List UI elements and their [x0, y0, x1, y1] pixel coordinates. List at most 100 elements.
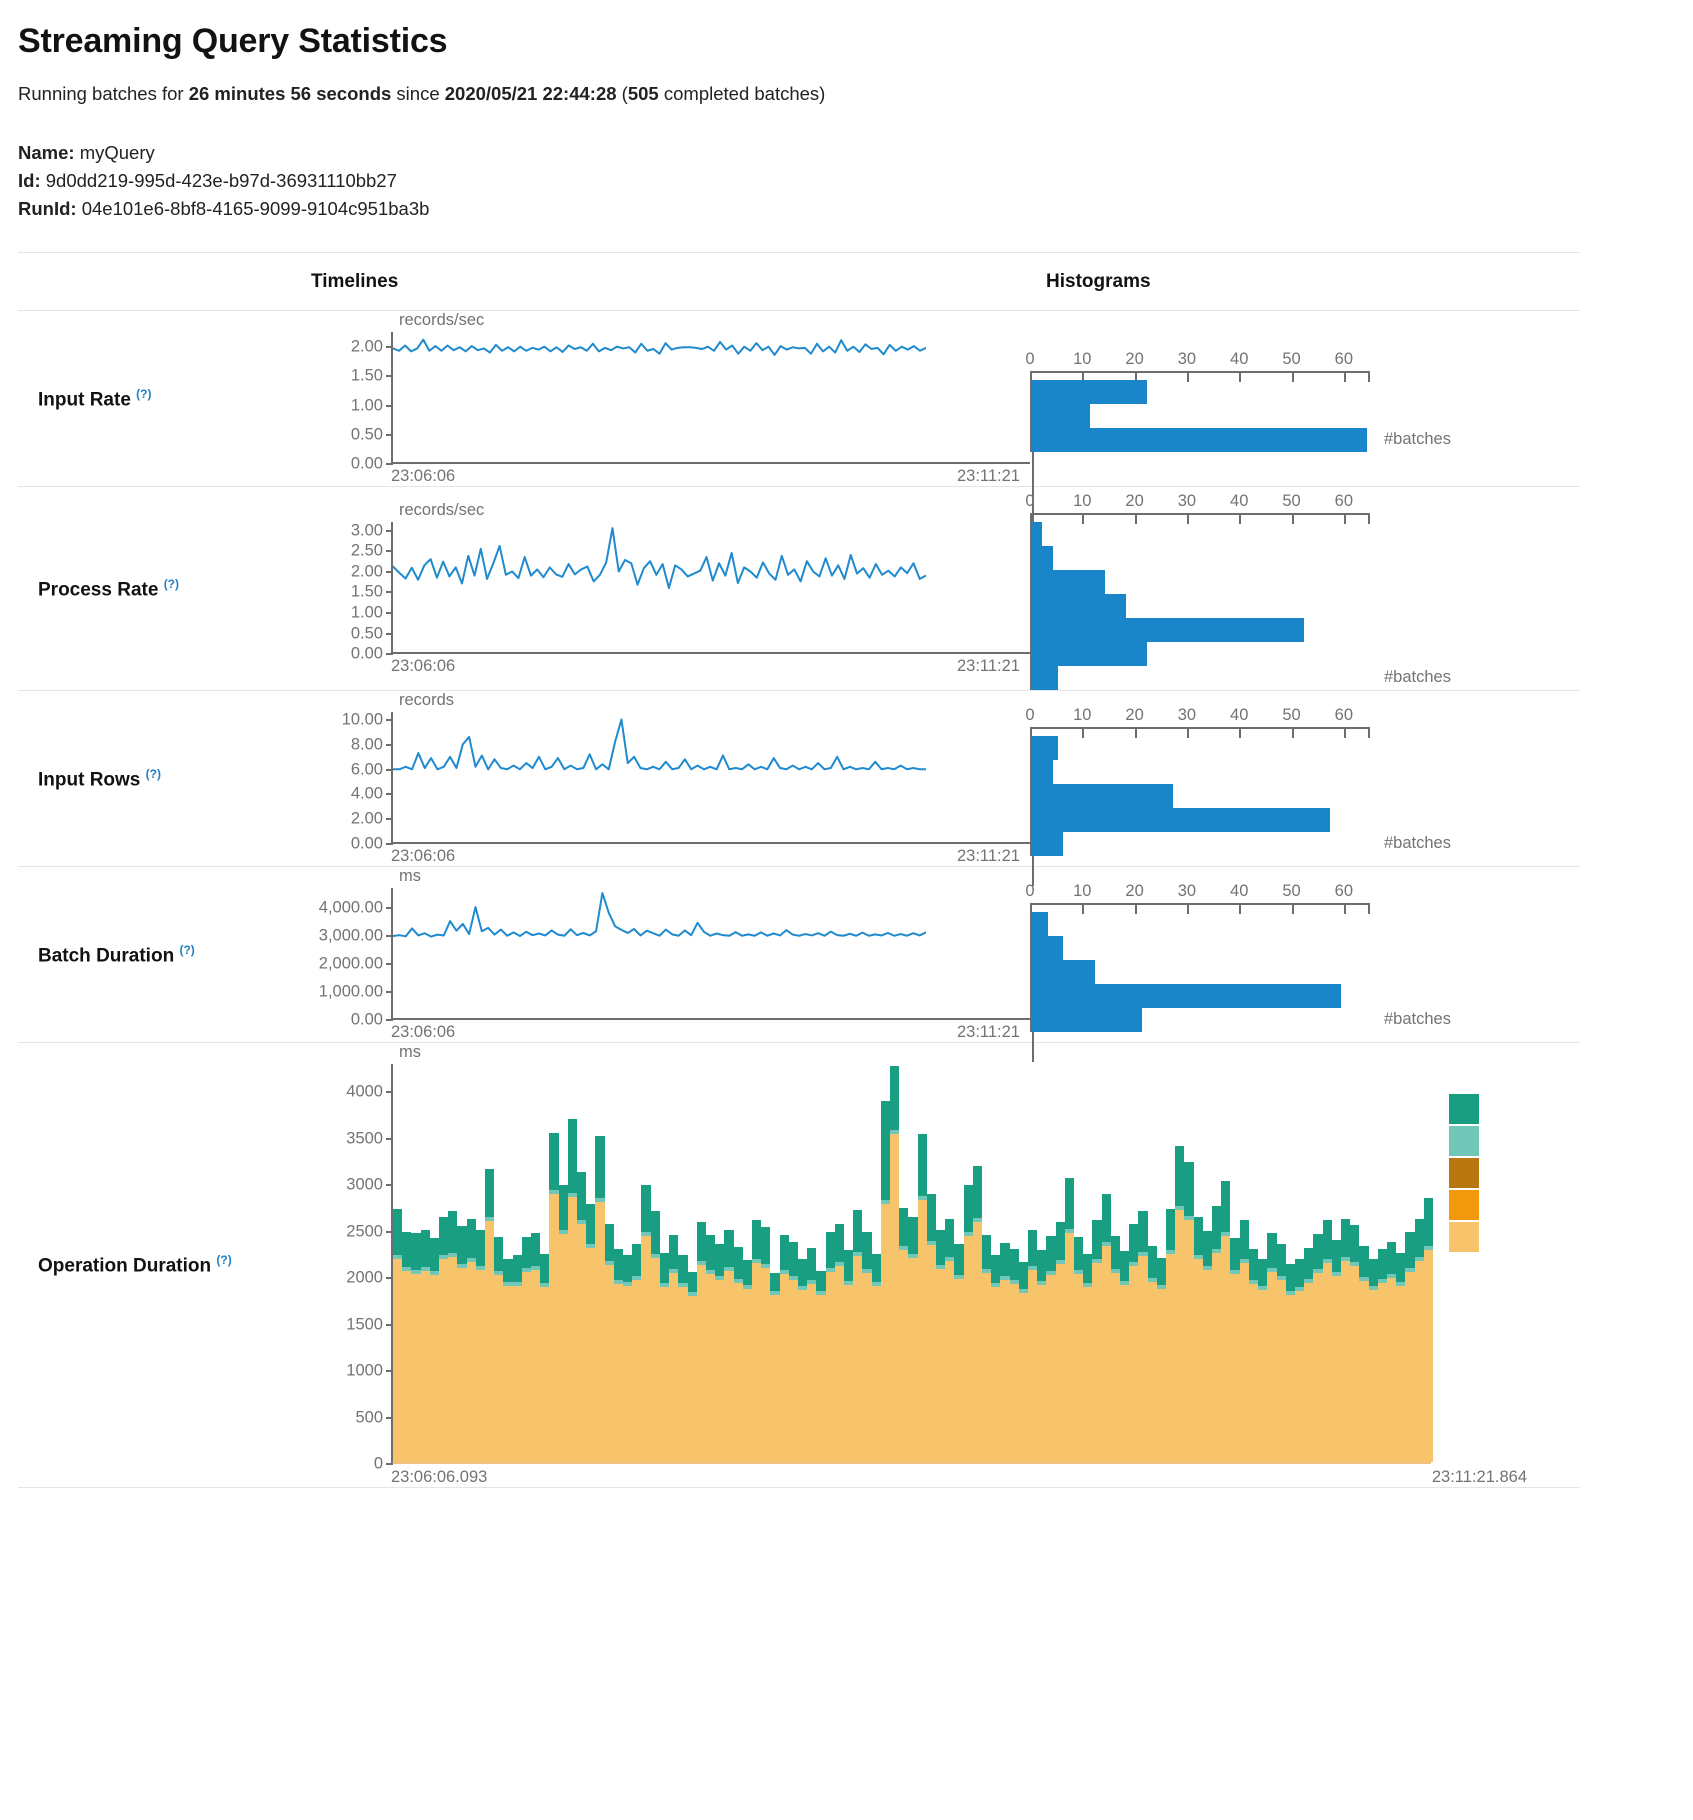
stacked-bar[interactable] [586, 1203, 596, 1463]
stacked-bar[interactable] [770, 1273, 780, 1463]
stacked-bar[interactable] [1055, 1222, 1065, 1463]
stacked-bar[interactable] [429, 1238, 440, 1463]
stacked-bar[interactable] [696, 1222, 706, 1463]
stacked-bar[interactable] [1294, 1258, 1305, 1463]
stacked-bar[interactable] [411, 1233, 421, 1463]
stacked-bar[interactable] [1350, 1225, 1360, 1463]
histogram-bar[interactable] [1032, 912, 1048, 937]
stacked-bar[interactable] [1046, 1236, 1056, 1463]
stacked-bar[interactable] [1386, 1241, 1397, 1463]
histogram-bar[interactable] [1032, 984, 1341, 1009]
help-tooltip-icon[interactable]: (?) [145, 766, 161, 781]
stacked-bar[interactable] [807, 1248, 817, 1463]
stacked-bar[interactable] [402, 1231, 412, 1463]
stacked-bar[interactable] [1110, 1236, 1121, 1463]
stacked-bar[interactable] [1000, 1242, 1010, 1463]
timeline-plot-area[interactable] [386, 332, 1030, 466]
stacked-bar[interactable] [669, 1235, 679, 1463]
stacked-bar[interactable] [540, 1253, 550, 1463]
stacked-bar[interactable] [751, 1220, 762, 1463]
stacked-bar[interactable] [1193, 1216, 1203, 1463]
stacked-bar[interactable] [889, 1065, 900, 1463]
stacked-bar[interactable] [1092, 1220, 1102, 1463]
histogram-bar[interactable] [1032, 1008, 1142, 1033]
stacked-bar[interactable] [1202, 1230, 1213, 1463]
stacked-bar[interactable] [1239, 1220, 1249, 1463]
histogram-bar[interactable] [1032, 960, 1095, 985]
histogram-bar[interactable] [1032, 618, 1304, 643]
stacked-bar[interactable] [1009, 1249, 1019, 1463]
stacked-bar[interactable] [1340, 1218, 1351, 1463]
stacked-bar[interactable] [1368, 1259, 1378, 1463]
stacked-bar[interactable] [558, 1185, 568, 1463]
stacked-bar[interactable] [512, 1254, 522, 1463]
legend-swatch[interactable] [1449, 1158, 1479, 1189]
stacked-bar[interactable] [1405, 1232, 1415, 1463]
histogram-bar[interactable] [1032, 936, 1064, 961]
stacked-bar[interactable] [1396, 1252, 1406, 1463]
stacked-bar[interactable] [1184, 1161, 1194, 1463]
stacked-bar[interactable] [1285, 1264, 1295, 1463]
histogram-bar[interactable] [1032, 570, 1106, 595]
help-tooltip-icon[interactable]: (?) [163, 576, 180, 591]
help-tooltip-icon[interactable]: (?) [179, 942, 195, 957]
histogram-bar[interactable] [1032, 594, 1127, 619]
help-tooltip-icon[interactable]: (?) [216, 1253, 232, 1268]
stacked-bar[interactable] [1221, 1181, 1231, 1463]
stacked-bar[interactable] [834, 1224, 844, 1463]
timeline-plot-area[interactable] [386, 522, 1030, 656]
help-tooltip-icon[interactable]: (?) [136, 386, 152, 401]
stacked-bar[interactable] [1129, 1224, 1139, 1463]
stacked-bar[interactable] [742, 1260, 752, 1463]
stacked-bar[interactable] [439, 1216, 449, 1463]
stacked-bar[interactable] [503, 1259, 513, 1463]
stacked-bar[interactable] [521, 1237, 532, 1463]
stacked-bar[interactable] [1304, 1248, 1314, 1463]
stacked-bar[interactable] [797, 1259, 808, 1463]
stacked-bar[interactable] [475, 1229, 486, 1463]
stacked-bar[interactable] [733, 1247, 743, 1463]
stacked-bar[interactable] [1377, 1249, 1387, 1463]
timeline-plot-area[interactable] [386, 712, 1030, 846]
histogram-bar[interactable] [1032, 404, 1090, 429]
stacked-bar[interactable] [1258, 1259, 1268, 1463]
stacked-bar[interactable] [420, 1229, 430, 1463]
stacked-bar[interactable] [485, 1169, 495, 1463]
stacked-bar[interactable] [1037, 1250, 1047, 1463]
stacked-bar[interactable] [705, 1235, 716, 1463]
stacked-bar[interactable] [853, 1210, 863, 1463]
stacked-bar[interactable] [1147, 1246, 1157, 1463]
stacked-bar[interactable] [715, 1243, 725, 1463]
stacked-bar[interactable] [779, 1235, 789, 1463]
stacked-bar[interactable] [917, 1133, 927, 1463]
stacked-bar[interactable] [1138, 1211, 1148, 1463]
stacked-bar[interactable] [926, 1194, 936, 1463]
stacked-bar[interactable] [963, 1185, 973, 1463]
stacked-bar[interactable] [604, 1224, 614, 1463]
histogram-bar[interactable] [1032, 784, 1174, 809]
stacked-bar[interactable] [1267, 1233, 1277, 1463]
histogram-bar[interactable] [1032, 666, 1059, 691]
stacked-bar[interactable] [1175, 1145, 1185, 1463]
stacked-bar[interactable] [577, 1172, 587, 1463]
histogram-bar[interactable] [1032, 808, 1331, 833]
stacked-bar[interactable] [623, 1254, 633, 1463]
legend-swatch[interactable] [1449, 1094, 1479, 1125]
stacked-bar[interactable] [1018, 1262, 1029, 1463]
histogram-bar[interactable] [1032, 546, 1053, 571]
stacked-bar[interactable] [862, 1232, 872, 1463]
stacked-bar[interactable] [991, 1254, 1001, 1463]
stacked-bar[interactable] [1230, 1238, 1240, 1463]
stacked-bar[interactable] [687, 1272, 697, 1463]
histogram-bar[interactable] [1032, 380, 1148, 405]
histogram-bar[interactable] [1032, 522, 1043, 547]
stacked-bar[interactable] [650, 1211, 660, 1463]
stacked-bar[interactable] [972, 1166, 982, 1463]
histogram-chart[interactable]: 0 10 20 30 40 50 60 #batches [1025, 877, 1580, 1063]
stacked-bar[interactable] [1248, 1249, 1259, 1463]
operation-duration-plot-area[interactable] [386, 1064, 1433, 1466]
stacked-bar[interactable] [1028, 1229, 1038, 1463]
histogram-bar[interactable] [1032, 736, 1059, 761]
stacked-bar[interactable] [899, 1208, 909, 1463]
stacked-bar[interactable] [531, 1233, 541, 1463]
